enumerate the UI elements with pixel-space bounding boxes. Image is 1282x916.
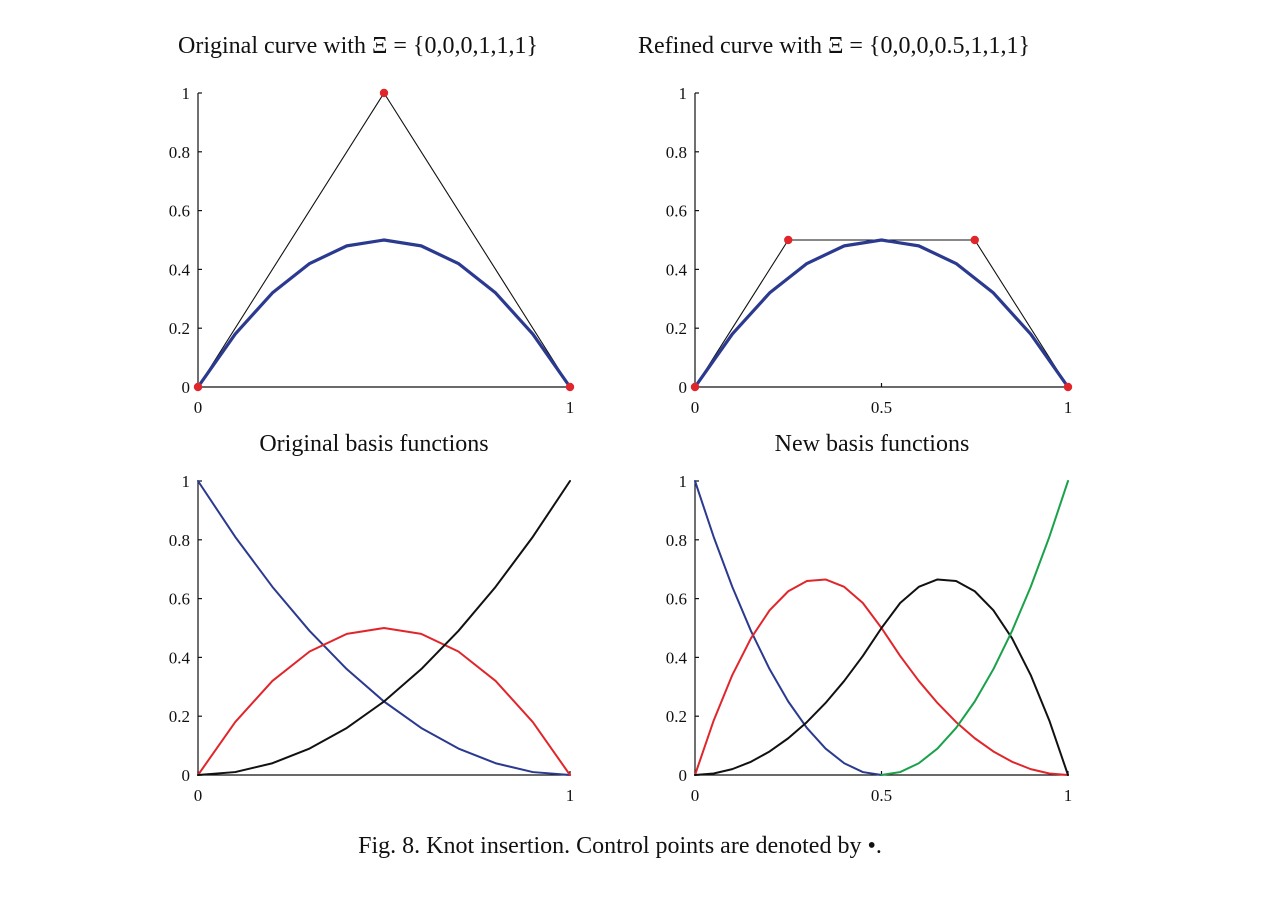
x-tick-label: 0.5 <box>871 398 892 417</box>
y-tick-label: 0.8 <box>666 143 687 162</box>
y-tick-label: 0.4 <box>169 260 191 279</box>
basis-function-line <box>694 578 1069 776</box>
control-point <box>193 382 203 392</box>
y-tick-label: 0.2 <box>666 319 687 338</box>
basis-function-line <box>197 627 571 776</box>
y-tick-label: 0.6 <box>169 590 190 609</box>
y-tick-label: 0 <box>679 378 688 397</box>
chart-title: Original curve with Ξ = {0,0,0,1,1,1} <box>178 33 538 59</box>
y-tick-label: 1 <box>182 84 191 103</box>
chart-title: Refined curve with Ξ = {0,0,0,0.5,1,1,1} <box>638 33 1030 59</box>
basis-function-line <box>197 480 571 776</box>
y-tick-label: 1 <box>679 84 688 103</box>
basis-function-line <box>694 578 1069 776</box>
y-tick-label: 0.8 <box>169 143 190 162</box>
y-tick-label: 0.6 <box>666 590 687 609</box>
control-point <box>1063 382 1073 392</box>
x-tick-label: 1 <box>566 398 575 417</box>
y-tick-label: 0.6 <box>666 202 687 221</box>
y-tick-label: 1 <box>182 472 191 491</box>
control-point <box>690 382 700 392</box>
y-tick-label: 0.4 <box>169 648 191 667</box>
x-tick-label: 0 <box>691 786 700 805</box>
y-tick-label: 0.2 <box>169 319 190 338</box>
control-point <box>784 235 793 245</box>
y-tick-label: 0.2 <box>169 707 190 726</box>
chart-top-left: Original curve with Ξ = {0,0,0,1,1,1} 0 0.… <box>169 33 575 417</box>
control-point <box>970 235 979 245</box>
x-tick-label: 0.5 <box>871 786 892 805</box>
y-tick-label: 0 <box>182 766 191 785</box>
y-tick-label: 0 <box>679 766 688 785</box>
chart-bottom-left: Original basis functions 0 0.2 0.4 0.6 0.8 1 0 1 <box>169 431 575 805</box>
y-tick-label: 0.6 <box>169 202 190 221</box>
y-tick-label: 0.4 <box>666 648 688 667</box>
x-tick-label: 0 <box>691 398 700 417</box>
y-tick-label: 0.8 <box>666 531 687 550</box>
figure-caption: Fig. 8. Knot insertion. Control points a… <box>358 833 882 859</box>
y-tick-label: 0 <box>182 378 191 397</box>
x-tick-label: 1 <box>1064 398 1073 417</box>
chart-title: Original basis functions <box>259 431 488 457</box>
basis-function-line <box>880 480 1069 776</box>
chart-title: New basis functions <box>775 431 970 457</box>
spline-curve-line <box>693 238 1070 389</box>
x-tick-label: 0 <box>194 398 203 417</box>
basis-function-line <box>694 480 883 776</box>
y-tick-label: 0.2 <box>666 707 687 726</box>
control-point <box>565 382 575 392</box>
x-tick-label: 0 <box>194 786 203 805</box>
spline-curve-line <box>196 238 572 389</box>
y-tick-label: 1 <box>679 472 688 491</box>
chart-bottom-right: New basis functions 0 0.2 0.4 0.6 0.8 1 0 0.5 1 <box>666 431 1073 805</box>
y-tick-label: 0.4 <box>666 260 688 279</box>
control-point <box>379 88 389 98</box>
chart-top-right: Refined curve with Ξ = {0,0,0,0.5,1,1,1}… <box>638 33 1072 417</box>
x-tick-label: 1 <box>566 786 575 805</box>
x-tick-label: 1 <box>1064 786 1073 805</box>
y-tick-label: 0.8 <box>169 531 190 550</box>
